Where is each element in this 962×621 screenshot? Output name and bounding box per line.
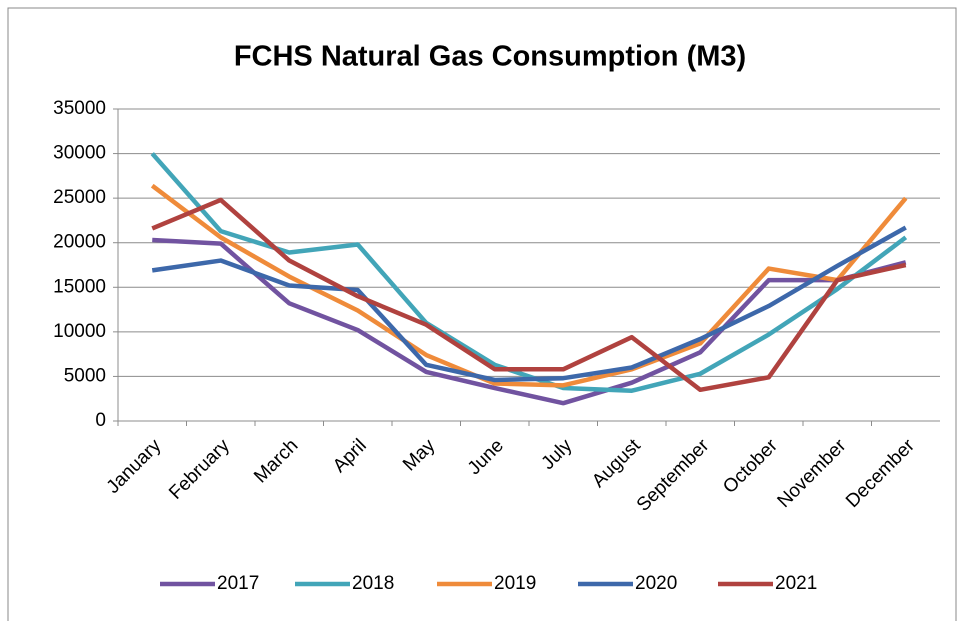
- y-tick-label: 30000: [53, 143, 106, 164]
- x-tick-label: December: [842, 435, 919, 512]
- x-tick-label: September: [633, 435, 714, 516]
- series-line: [152, 237, 907, 406]
- x-tick-label: May: [399, 435, 440, 476]
- legend-label: 2017: [217, 573, 259, 594]
- legend-label: 2018: [352, 573, 394, 594]
- y-tick-label: 20000: [53, 232, 106, 253]
- y-tick-label: 10000: [53, 321, 106, 342]
- series-line: [151, 197, 907, 393]
- legend-label: 2019: [494, 573, 536, 594]
- y-tick-label: 35000: [53, 98, 106, 119]
- chart-title: FCHS Natural Gas Consumption (M3): [234, 41, 746, 73]
- legend-label: 2020: [635, 573, 677, 594]
- x-tick-label: January: [103, 435, 166, 498]
- x-tick-label: June: [464, 435, 508, 479]
- x-tick-label: April: [329, 435, 371, 477]
- x-tick-label: February: [165, 435, 234, 504]
- x-tick-label: March: [250, 435, 302, 487]
- y-tick-label: 25000: [53, 187, 106, 208]
- series-line: [150, 183, 908, 388]
- legend-label: 2021: [775, 573, 817, 594]
- y-tick-label: 5000: [64, 365, 106, 386]
- x-tick-label: November: [774, 435, 851, 512]
- chart-border: [7, 7, 957, 621]
- series-line: [151, 225, 907, 383]
- x-tick-label: October: [719, 435, 782, 498]
- y-tick-label: 0: [95, 410, 106, 431]
- x-tick-label: August: [588, 435, 645, 492]
- y-tick-label: 15000: [53, 276, 106, 297]
- x-tick-label: July: [538, 435, 577, 474]
